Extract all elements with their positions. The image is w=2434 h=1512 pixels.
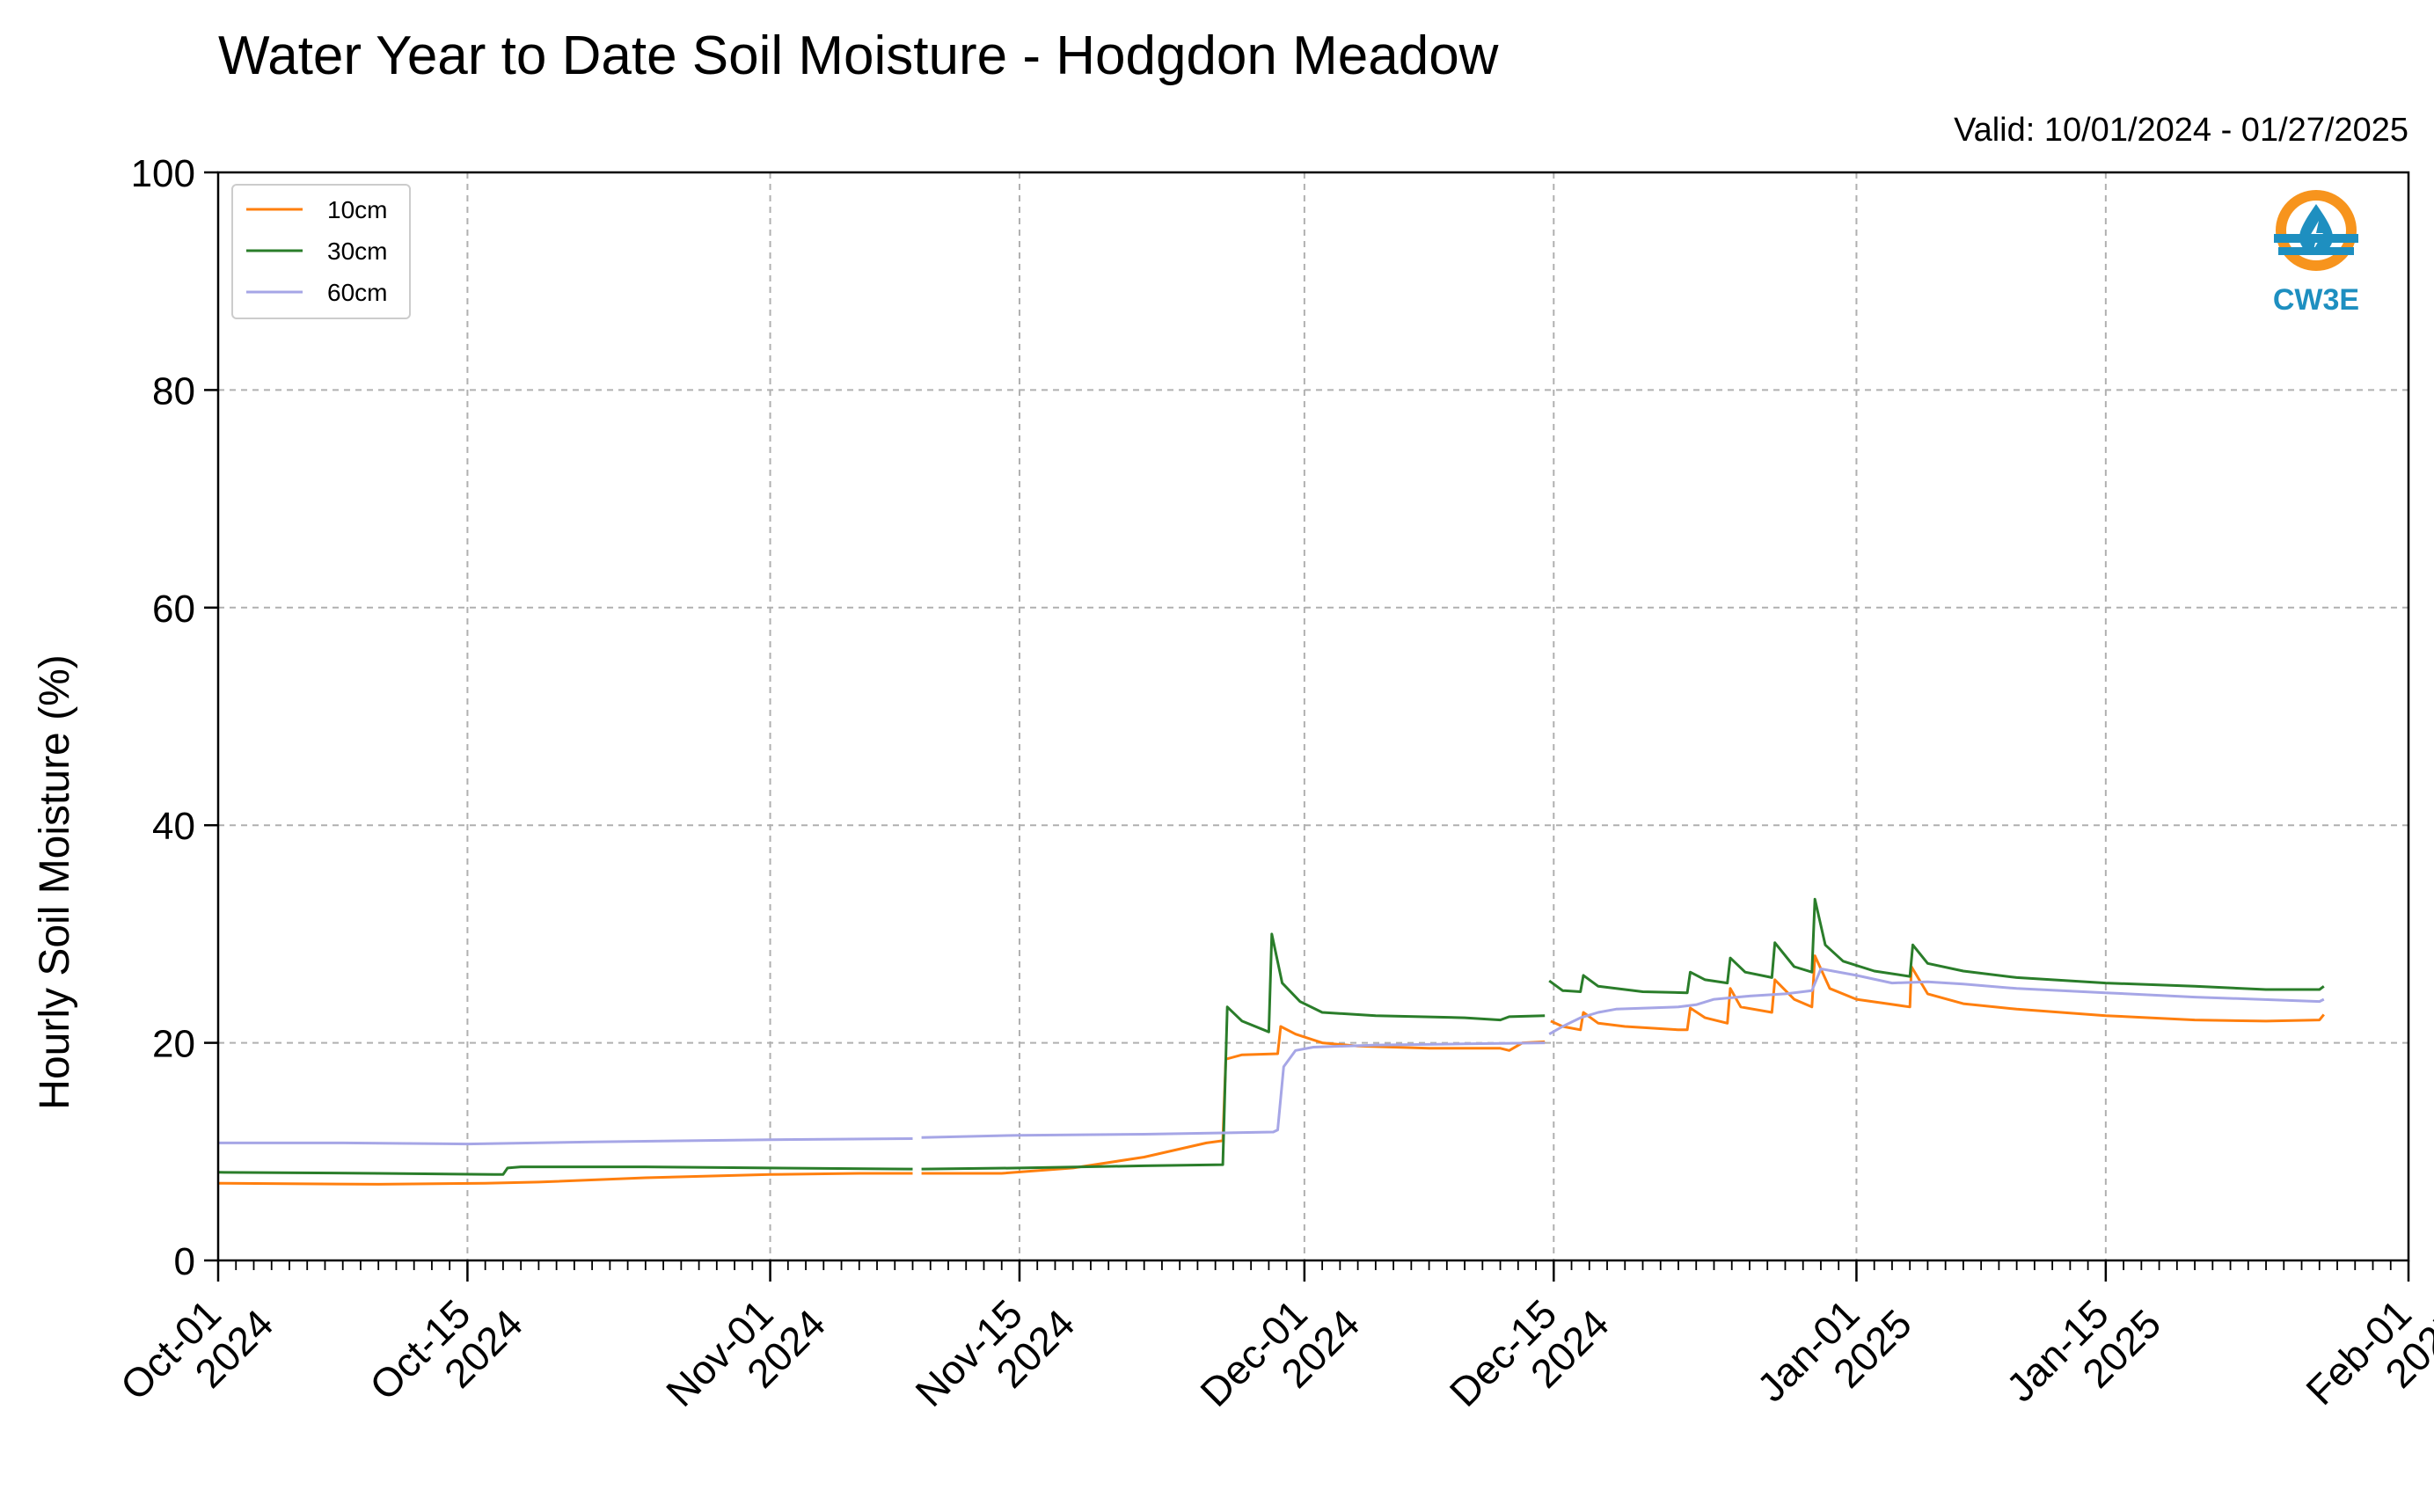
y-axis-label: Hourly Soil Moisture (%): [32, 654, 78, 1109]
chart-title: Water Year to Date Soil Moisture - Hodgd…: [218, 26, 1499, 86]
series-lines: [217, 897, 2325, 1186]
series-line-60cm: [218, 1137, 913, 1146]
series-line-10cm: [921, 1025, 1546, 1175]
legend-label-10cm: 10cm: [327, 196, 387, 223]
plot-frame: [216, 171, 2410, 1262]
legend-box: [231, 184, 411, 319]
logo-text: CW3E: [2273, 283, 2359, 317]
series-line-30cm: [217, 1165, 913, 1176]
y-tick-label: 100: [131, 152, 195, 195]
series-line-60cm: [921, 1041, 1546, 1139]
y-tick-label: 60: [152, 588, 195, 631]
legend-label-30cm: 30cm: [327, 237, 387, 265]
x-minor-ticks: [217, 1260, 2409, 1270]
series-line-30cm: [921, 932, 1546, 1171]
series-line-30cm: [1548, 897, 2325, 995]
y-tick-label: 80: [152, 369, 195, 413]
series-line-60cm: [1548, 968, 2325, 1036]
y-tick-label: 0: [174, 1240, 195, 1283]
y-tick-label: 40: [152, 805, 195, 848]
series-line-10cm: [217, 1172, 913, 1186]
logo-wave-icon: [2278, 247, 2354, 255]
y-tick-label: 20: [152, 1023, 195, 1066]
grid-lines: [218, 172, 2408, 1260]
series-line-10cm: [1550, 954, 2325, 1032]
legend: 10cm 30cm 60cm: [231, 184, 411, 319]
chart-subtitle: Valid: 10/01/2024 - 01/27/2025: [1954, 112, 2408, 149]
y-axis-ticks: 0 20 40 60 80 100: [131, 152, 218, 1283]
cw3e-logo: CW3E: [2273, 190, 2359, 317]
logo-wave-icon: [2274, 234, 2358, 243]
legend-label-60cm: 60cm: [327, 279, 387, 306]
